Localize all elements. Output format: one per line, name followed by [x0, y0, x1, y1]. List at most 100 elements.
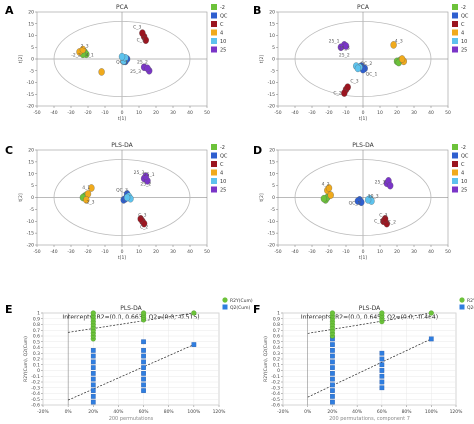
legend-swatch [211, 161, 217, 167]
x-tick-label: -40 [291, 110, 298, 116]
point-label: 25_2 [140, 182, 151, 188]
legend-swatch [211, 12, 217, 19]
r2-regression-line [68, 312, 194, 333]
x-axis-label: t[1] [118, 255, 126, 261]
data-point [398, 55, 406, 63]
q2-point [379, 373, 385, 379]
r2-point [379, 310, 385, 316]
legend-swatch [452, 46, 458, 53]
y-tick-label: 20 [28, 10, 34, 16]
x-tick-label: 40 [187, 110, 193, 116]
legend-label: Q2(Cum) [230, 305, 251, 311]
point-label: 4_2 [322, 182, 330, 188]
chart-title: PCA [116, 4, 129, 11]
point-label: 2_3 [81, 43, 89, 49]
x-tick-label: -30 [67, 249, 74, 255]
y-axis-label: t[2] [259, 55, 265, 63]
y-axis-label: R2Y(Cum), Q2(Cum) [263, 336, 269, 382]
panel-f: F PLS-DA Intercepts: R2=(0.0, 0.645), Q2=(… [253, 297, 474, 422]
data-point [364, 196, 372, 204]
q2-point [141, 365, 146, 370]
point-label: QC_1 [366, 71, 378, 77]
x-tick-label: 50 [445, 249, 451, 255]
point-label: C_3 [138, 213, 146, 219]
x-tick-label: 40 [428, 110, 434, 116]
data-point [142, 172, 149, 180]
legend-swatch [452, 12, 458, 19]
y-tick-label: 10 [28, 33, 34, 39]
q2-point [379, 379, 385, 385]
x-tick-label: 20% [327, 409, 338, 415]
legend-label: C [220, 162, 224, 168]
panel-c: C PLS-DA-50 -40 -30 -20 -10 0 10 20 30 40 50-20-15-… [5, 142, 228, 261]
y-tick-label: 0.2 [33, 357, 40, 363]
r2-point [428, 310, 434, 316]
q2-point [90, 359, 96, 365]
x-tick-label: -30 [67, 110, 74, 116]
point-label: 10_3 [368, 194, 379, 200]
q2-regression-line [307, 338, 432, 398]
x-tick-label: 20% [88, 409, 99, 415]
legend-label: 10 [461, 39, 467, 45]
y-tick-label: 0.1 [273, 362, 280, 368]
x-tick-label: -50 [274, 110, 281, 116]
data-point [344, 83, 351, 91]
y-tick-label: -5 [30, 68, 35, 74]
legend-label: 4 [461, 171, 464, 177]
q2-point [90, 394, 96, 399]
y-tick-label: -0.1 [31, 374, 40, 380]
y-tick-label: 0.4 [273, 345, 280, 351]
r2-point [329, 310, 335, 316]
x-tick-label: 20 [153, 249, 159, 255]
point-label: C_1 [137, 37, 145, 43]
y-tick-label: -0.5 [271, 397, 280, 403]
y-tick-label: -10 [27, 219, 34, 225]
y-tick-label: -0.3 [271, 385, 280, 391]
data-point [387, 181, 394, 190]
x-axis-label: t[1] [359, 116, 367, 122]
x-tick-label: 0 [121, 249, 124, 255]
x-axis-label: t[1] [359, 255, 367, 261]
y-tick-label: 0 [37, 368, 40, 374]
y-tick-label: 0.8 [273, 322, 280, 328]
legend-swatch [452, 21, 458, 27]
legend-label: R2Y(Cum) [467, 298, 474, 304]
x-tick-label: 50 [204, 249, 210, 255]
y-tick-label: -15 [27, 92, 34, 98]
y-tick-label: 0.5 [33, 339, 40, 345]
data-point [98, 68, 105, 76]
data-point [144, 64, 151, 73]
y-tick-label: 1 [277, 311, 280, 317]
y-tick-label: 10 [269, 33, 275, 39]
y-tick-label: 0.5 [273, 339, 280, 345]
chart-title: PLS-DA [111, 142, 133, 149]
chart-title: PLS-DA [359, 305, 381, 312]
y-tick-label: 0.7 [273, 328, 280, 334]
point-label: 25_1 [144, 172, 155, 178]
q2-point [141, 388, 146, 393]
legend-swatch [452, 161, 458, 167]
x-tick-label: 120% [213, 409, 227, 415]
q2-point [191, 342, 197, 347]
point-label: 25_2 [339, 53, 350, 59]
x-tick-label: -20 [325, 249, 332, 255]
x-tick-label: 20 [394, 249, 400, 255]
q2-point [330, 376, 335, 382]
point-label: 25_2 [137, 60, 148, 66]
x-tick-label: 10 [377, 249, 383, 255]
y-tick-label: 10 [269, 171, 275, 177]
y-tick-label: 0 [31, 57, 34, 63]
hotelling-ellipse [294, 159, 432, 236]
data-point [137, 215, 144, 223]
legend-swatch [452, 29, 458, 36]
y-tick-label: 15 [269, 21, 275, 27]
y-tick-label: 0.4 [33, 345, 40, 351]
y-axis-label: t[2] [18, 55, 24, 63]
legend-swatch [211, 169, 217, 176]
x-tick-label: 40% [352, 409, 363, 415]
data-point [142, 36, 149, 44]
point-label: C_3 [379, 213, 387, 219]
y-tick-label: -15 [27, 231, 34, 237]
legend-label: 25 [461, 48, 467, 54]
point-label: 25_3 [134, 170, 145, 176]
